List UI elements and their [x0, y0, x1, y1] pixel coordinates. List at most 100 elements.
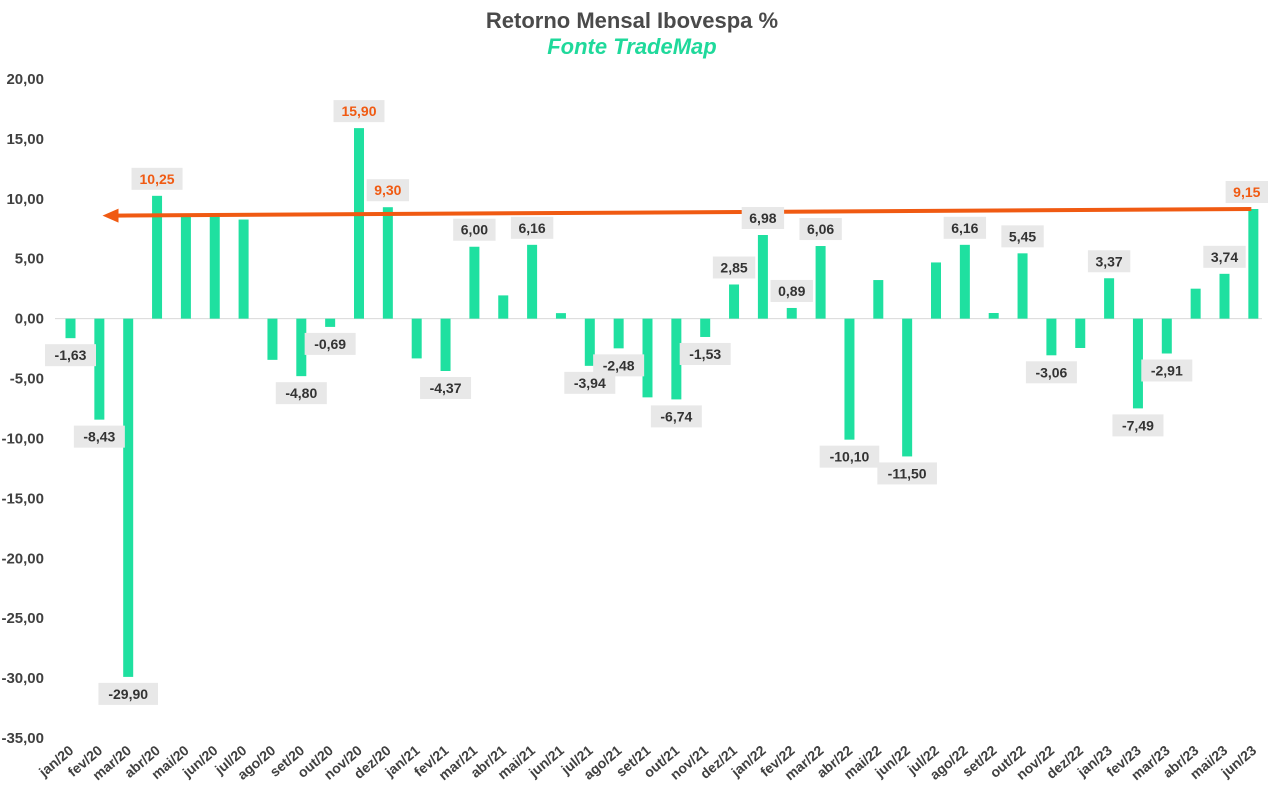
data-label: 0,89: [778, 283, 805, 299]
data-label-box: [564, 371, 616, 394]
data-label-box: [1025, 361, 1077, 384]
y-tick-label: -15,00: [1, 490, 44, 507]
data-label: 15,90: [341, 103, 376, 119]
bar-out/21: [671, 318, 682, 400]
data-label-box: [1225, 181, 1268, 204]
y-tick-label: -30,00: [1, 670, 44, 687]
data-label-box: [73, 425, 125, 448]
bar-abr/22: [844, 318, 855, 440]
chart-title: Retorno Mensal Ibovespa %: [485, 8, 779, 33]
y-tick-label: -5,00: [10, 371, 44, 388]
y-tick-label: -35,00: [1, 730, 44, 747]
y-tick-label: -10,00: [1, 430, 44, 447]
bar-nov/21: [700, 318, 711, 337]
bar-jul/20: [238, 219, 249, 319]
data-label-box: [98, 682, 158, 705]
bar-out/22: [1017, 253, 1028, 319]
data-label: -6,74: [660, 408, 692, 424]
data-label-box: [45, 344, 96, 367]
y-tick-label: 5,00: [15, 251, 44, 268]
data-label-box: [799, 218, 842, 241]
bar-fev/20: [94, 318, 105, 420]
y-tick-label: 15,00: [6, 131, 44, 148]
data-label-box: [333, 100, 385, 123]
data-label-box: [304, 332, 356, 355]
y-tick-label: 0,00: [15, 311, 44, 328]
trend-arrow-line: [114, 207, 1252, 218]
bar-abr/23: [1190, 288, 1201, 319]
bar-nov/22: [1046, 318, 1057, 356]
data-label-box: [650, 405, 702, 428]
data-label-box: [943, 216, 987, 239]
bar-mar/22: [815, 246, 826, 319]
data-label-box: [366, 179, 410, 202]
bar-nov/20: [354, 128, 364, 319]
bar-out/20: [325, 318, 336, 327]
data-label: -1,53: [689, 346, 721, 362]
bar-jun/20: [209, 213, 220, 319]
data-label-box: [1087, 250, 1131, 273]
data-label: 10,25: [140, 171, 175, 187]
bar-mai/23: [1219, 273, 1230, 319]
bar-abr/20: [152, 195, 163, 319]
data-label-box: [510, 216, 554, 239]
bar-jan/22: [757, 235, 768, 319]
bar-abr/21: [498, 295, 509, 319]
data-label: -3,94: [574, 375, 606, 391]
data-label: -1,63: [55, 347, 87, 363]
bar-set/22: [988, 313, 999, 319]
bar-mai/22: [873, 280, 884, 319]
data-label: -10,10: [830, 449, 870, 465]
data-label-box: [593, 354, 645, 377]
bar-dez/20: [382, 207, 393, 319]
y-tick-label: -20,00: [1, 550, 44, 567]
data-label: 6,16: [518, 220, 545, 236]
bar-jan/21: [411, 318, 422, 359]
bar-fev/21: [440, 318, 451, 371]
bar-mai/20: [180, 215, 191, 319]
bar-mar/23: [1161, 318, 1172, 354]
bar-set/21: [642, 318, 653, 398]
data-label-box: [275, 382, 327, 405]
bar-jun/23: [1248, 209, 1259, 319]
bar-jan/20: [65, 318, 76, 339]
data-label: -3,06: [1035, 364, 1067, 380]
data-label-box: [1203, 245, 1246, 268]
data-label: -7,49: [1122, 417, 1154, 433]
bar-jul/21: [584, 318, 595, 366]
data-label: 5,45: [1009, 228, 1036, 244]
bar-ago/21: [613, 318, 624, 349]
data-label: -4,80: [285, 385, 317, 401]
data-label-box: [819, 445, 880, 468]
data-label: 6,00: [461, 222, 488, 238]
bar-jul/22: [931, 262, 941, 319]
data-label: -8,43: [83, 429, 115, 445]
y-tick-label: -25,00: [1, 610, 44, 627]
data-label-box: [453, 218, 496, 241]
data-label: 6,16: [951, 220, 978, 236]
data-label-box: [420, 376, 472, 399]
data-label-box: [679, 342, 731, 365]
bar-fev/23: [1132, 318, 1143, 409]
data-label: -4,37: [430, 380, 462, 396]
data-label: 6,06: [807, 221, 834, 237]
data-label-box: [1141, 359, 1193, 382]
bar-jun/22: [902, 318, 913, 457]
data-label: 6,98: [749, 210, 776, 226]
data-label: -29,90: [108, 686, 148, 702]
data-label: 3,74: [1211, 249, 1238, 265]
bar-jun/21: [555, 313, 566, 319]
bar-set/20: [296, 318, 307, 377]
data-label-box: [877, 462, 937, 485]
bar-dez/22: [1075, 318, 1086, 348]
data-label: 3,37: [1095, 253, 1122, 269]
bar-jan/23: [1104, 278, 1115, 319]
data-label: 9,30: [374, 182, 401, 198]
bar-ago/20: [267, 318, 278, 360]
data-label-box: [770, 279, 813, 302]
data-label: -0,69: [314, 336, 346, 352]
data-label: -2,48: [603, 357, 635, 373]
data-label-box: [1112, 414, 1164, 437]
data-label-box: [131, 167, 183, 190]
